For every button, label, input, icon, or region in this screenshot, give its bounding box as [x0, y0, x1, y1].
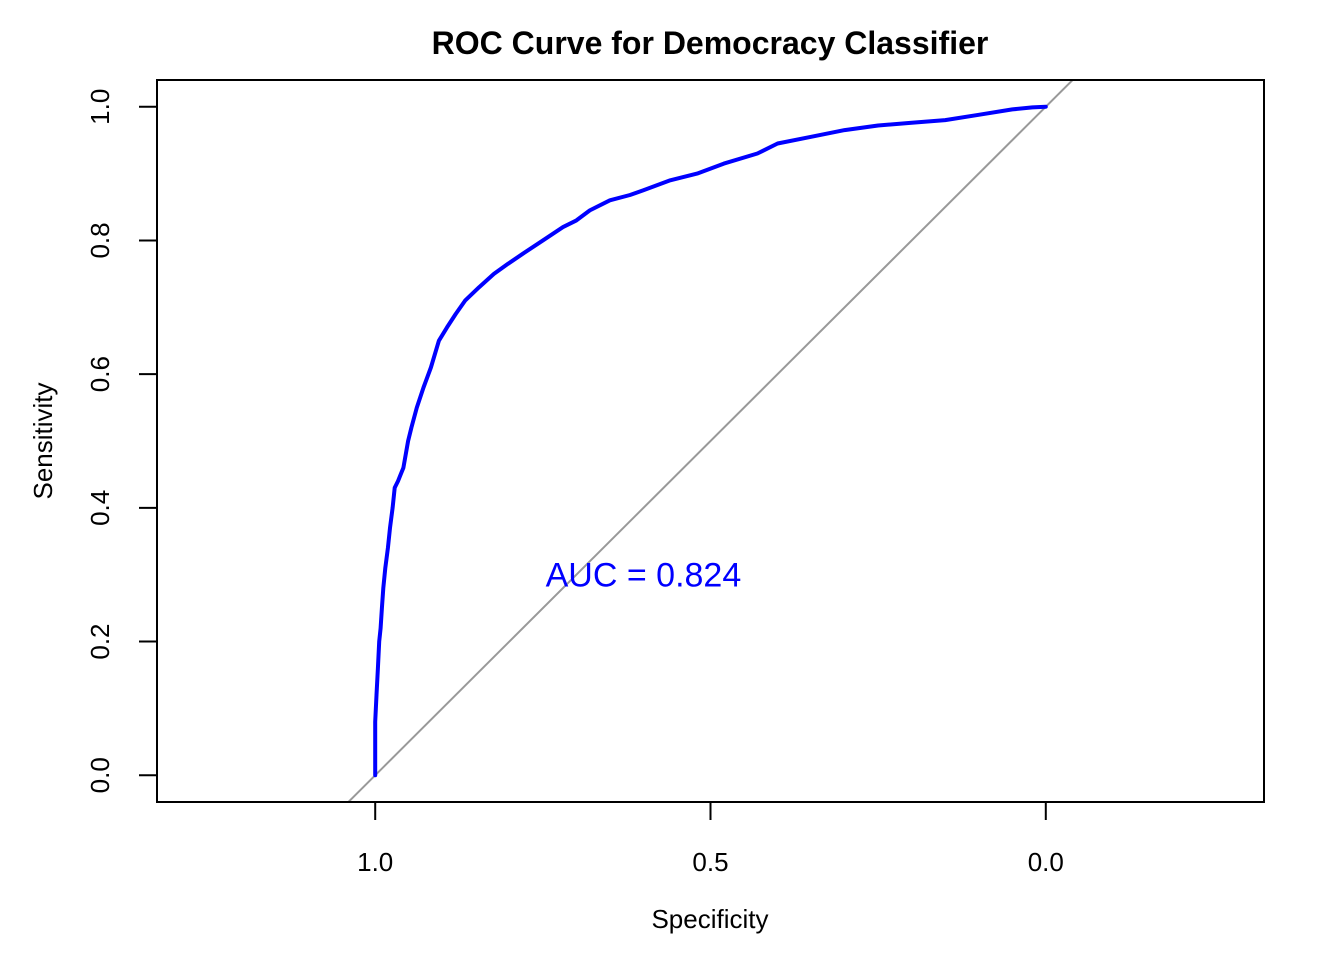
x-axis-label: Specificity [651, 904, 768, 934]
auc-annotation: AUC = 0.824 [546, 557, 742, 595]
roc-curve-line [373, 104, 1048, 778]
x-axis: 1.0 0.5 0.0 [357, 801, 1064, 877]
y-tick-label: 0.4 [85, 490, 115, 526]
y-tick-label: 0.0 [85, 757, 115, 793]
x-tick-label: 0.0 [1028, 847, 1064, 877]
y-axis-label: Sensitivity [28, 382, 58, 499]
y-tick-label: 0.6 [85, 356, 115, 392]
x-tick-label: 1.0 [357, 847, 393, 877]
annotations: AUC = 0.824 [546, 557, 742, 595]
y-tick-label: 0.2 [85, 623, 115, 659]
y-tick-label: 0.8 [85, 222, 115, 258]
reference-diagonal-line [347, 81, 1074, 801]
y-tick-label: 1.0 [85, 89, 115, 125]
chart-title: ROC Curve for Democracy Classifier [432, 25, 989, 61]
plot-area [347, 81, 1074, 801]
x-tick-label: 0.5 [692, 847, 728, 877]
y-axis: 0.0 0.2 0.4 0.6 0.8 1.0 [85, 89, 158, 793]
